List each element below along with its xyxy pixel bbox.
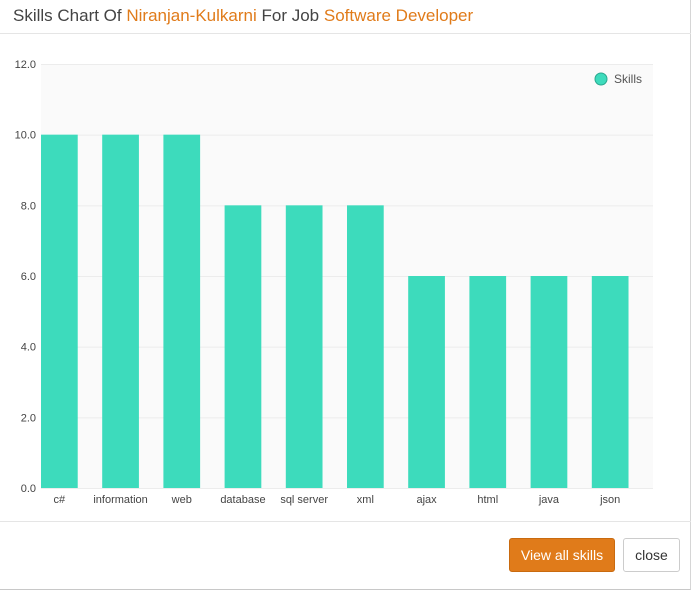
modal-footer: View all skills close	[0, 521, 691, 587]
legend-marker	[594, 72, 608, 86]
x-tick-label: json	[599, 494, 620, 506]
skills-bar-chart: 0.0 2.0 4.0 6.0 8.0 10.0 12.0 c# information web d…	[15, 59, 653, 506]
modal-header: Skills Chart Of Niranjan-Kulkarni For Jo…	[0, 0, 691, 34]
title-prefix: Skills Chart Of	[13, 6, 122, 25]
modal-title: Skills Chart Of Niranjan-Kulkarni For Jo…	[13, 6, 473, 26]
x-tick-label: web	[171, 494, 192, 506]
bar-java[interactable]	[530, 276, 568, 488]
y-tick-label: 8.0	[21, 200, 36, 212]
y-tick-label: 10.0	[15, 130, 36, 142]
bar-c-[interactable]	[41, 134, 78, 488]
bar-json[interactable]	[591, 276, 629, 488]
y-tick-label: 0.0	[21, 483, 36, 495]
title-middle: For Job	[261, 6, 320, 25]
bar-information[interactable]	[102, 134, 139, 488]
bar-xml[interactable]	[347, 205, 384, 489]
x-tick-label: java	[538, 494, 560, 506]
y-tick-label: 2.0	[21, 412, 36, 424]
bar-database[interactable]	[224, 205, 262, 489]
y-tick-label: 4.0	[21, 342, 36, 354]
view-all-skills-button[interactable]: View all skills	[509, 538, 615, 572]
legend-label: Skills	[614, 72, 642, 86]
bar-ajax[interactable]	[408, 276, 445, 488]
bar-html[interactable]	[469, 276, 507, 488]
x-tick-label: information	[93, 494, 147, 506]
bar-sql-server[interactable]	[285, 205, 323, 489]
x-tick-label: c#	[54, 494, 67, 506]
chart-area: 0.0 2.0 4.0 6.0 8.0 10.0 12.0 c# information web d…	[0, 35, 691, 521]
y-tick-label: 12.0	[15, 59, 36, 71]
y-tick-label: 6.0	[21, 271, 36, 283]
candidate-name: Niranjan-Kulkarni	[126, 6, 257, 25]
job-title: Software Developer	[323, 6, 474, 25]
x-tick-label: database	[220, 494, 265, 506]
x-tick-label: ajax	[416, 494, 437, 506]
close-button[interactable]: close	[623, 538, 680, 572]
x-tick-label: sql server	[280, 494, 328, 506]
x-tick-label: xml	[357, 494, 374, 506]
bar-web[interactable]	[163, 134, 201, 488]
x-tick-label: html	[477, 494, 498, 506]
